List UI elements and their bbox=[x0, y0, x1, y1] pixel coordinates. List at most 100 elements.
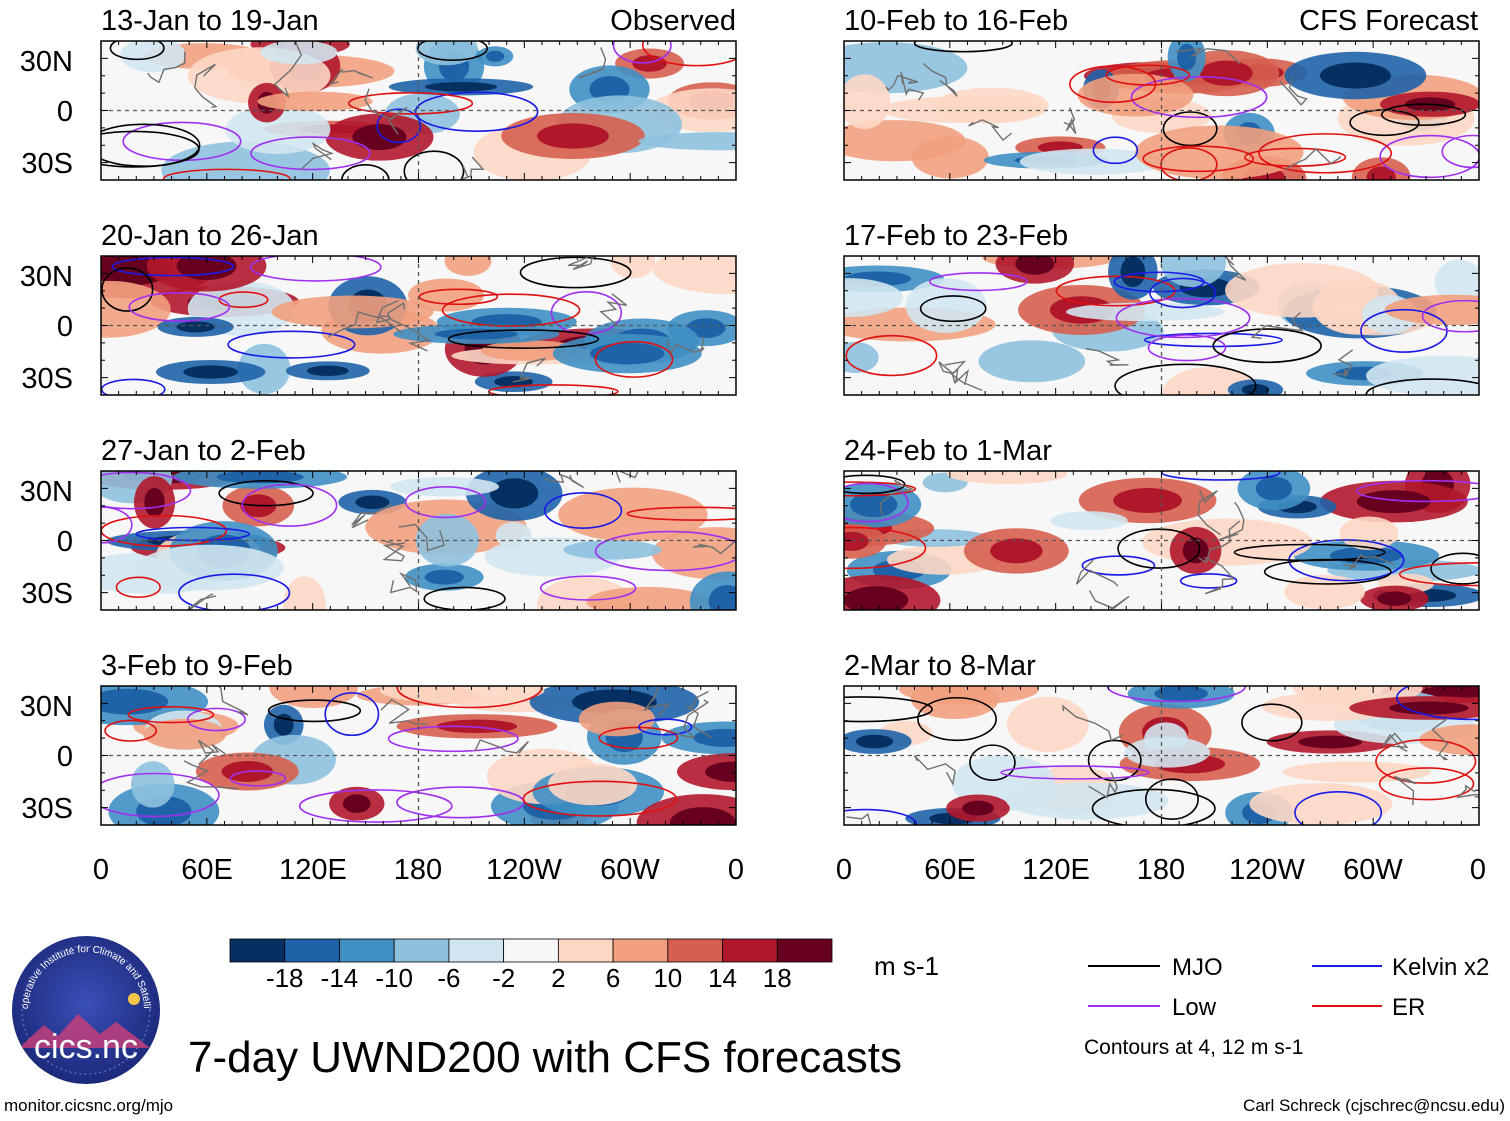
easterly-core bbox=[1319, 62, 1391, 89]
westerly-anomaly bbox=[1225, 262, 1379, 318]
coastline bbox=[351, 503, 392, 529]
x-tick-right-120w: 120W bbox=[1229, 854, 1305, 886]
colorbar-swatch bbox=[722, 938, 778, 963]
westerly-core bbox=[962, 800, 994, 816]
coastline bbox=[900, 71, 925, 101]
wave-contour bbox=[919, 295, 987, 323]
x-axis-labels-left: 0 60E 120E 180 120W 60W 0 bbox=[93, 854, 744, 886]
map-panel bbox=[100, 685, 737, 826]
colorbar-units: m s-1 bbox=[874, 951, 939, 981]
x-tick-left-120w: 120W bbox=[486, 854, 562, 886]
wave-contour bbox=[638, 718, 693, 736]
westerly-core bbox=[669, 807, 736, 825]
easterly-anomaly bbox=[1019, 148, 1168, 175]
colorbar-swatch bbox=[393, 938, 450, 963]
coastline bbox=[1456, 784, 1479, 799]
easterly-anomaly bbox=[978, 340, 1086, 383]
wave-contour bbox=[1241, 703, 1303, 742]
wave-contour bbox=[347, 92, 474, 115]
coastline bbox=[913, 755, 956, 787]
wave-contour bbox=[447, 329, 600, 349]
y-tick-30s-2: 30S bbox=[21, 363, 73, 395]
y-tick-30n-1: 30N bbox=[20, 46, 73, 78]
westerly-anomaly bbox=[1007, 696, 1089, 752]
westerly-core bbox=[144, 487, 165, 517]
easterly-core bbox=[686, 318, 726, 339]
easterly-core bbox=[1255, 476, 1293, 501]
easterly-core bbox=[355, 495, 390, 509]
wave-contour bbox=[241, 483, 338, 527]
wave-contour bbox=[1233, 543, 1386, 562]
map-panel bbox=[843, 255, 1480, 396]
coastline bbox=[512, 357, 546, 383]
westerly-anomaly bbox=[271, 295, 434, 329]
x-tick-right-180: 180 bbox=[1137, 854, 1185, 886]
coastline bbox=[666, 336, 705, 355]
x-tick-left-120e: 120E bbox=[279, 854, 347, 886]
colorbar-swatch bbox=[667, 938, 723, 963]
wave-contour bbox=[522, 780, 677, 817]
easterly-core bbox=[490, 478, 539, 509]
wave-contour bbox=[1294, 791, 1383, 825]
wave-contour bbox=[162, 168, 291, 180]
westerly-anomaly bbox=[283, 576, 326, 610]
westerly-anomaly bbox=[934, 87, 1049, 124]
wave-contour bbox=[641, 41, 736, 67]
main-title: 7-day UWND200 with CFS forecasts bbox=[188, 1033, 902, 1082]
wave-contour bbox=[844, 526, 927, 570]
wave-contour bbox=[539, 575, 637, 601]
wave-contour bbox=[376, 108, 422, 144]
wave-contour bbox=[1421, 299, 1479, 333]
easterly-core bbox=[708, 584, 736, 610]
westerly-core bbox=[176, 256, 237, 281]
wave-contour bbox=[229, 770, 287, 787]
colorbar-swatch bbox=[229, 938, 286, 963]
coastline bbox=[879, 479, 915, 516]
wave-contour bbox=[218, 291, 269, 309]
wave-contour bbox=[423, 586, 506, 610]
y-tick-eq-4: 0 bbox=[57, 741, 73, 773]
wave-contour bbox=[267, 699, 362, 723]
logo-ring bbox=[21, 945, 151, 1075]
coastline bbox=[1223, 256, 1247, 281]
westerly-core bbox=[1389, 701, 1469, 715]
easterly-anomaly bbox=[844, 341, 879, 374]
coastline bbox=[1203, 556, 1236, 595]
wave-contour bbox=[101, 267, 154, 312]
x-tick-left-60e: 60E bbox=[181, 854, 233, 886]
wave-contour bbox=[1147, 334, 1227, 362]
column-label-forecast: CFS Forecast bbox=[1299, 5, 1478, 37]
map-panel bbox=[843, 685, 1480, 826]
panel-title-obs-4: 3-Feb to 9-Feb bbox=[101, 650, 293, 682]
westerly-core bbox=[705, 761, 736, 782]
colorbar-tick-label: -2 bbox=[492, 963, 515, 993]
westerly-core bbox=[1356, 490, 1431, 514]
easterly-anomaly bbox=[1434, 259, 1479, 305]
colorbar-tick-label: 6 bbox=[606, 963, 620, 993]
wave-contour bbox=[127, 706, 215, 724]
westerly-anomaly bbox=[1384, 294, 1479, 325]
easterly-anomaly bbox=[237, 343, 291, 395]
wave-contour bbox=[1380, 103, 1467, 126]
footer-credit: Carl Schreck (cjschrec@ncsu.edu) bbox=[1243, 1096, 1505, 1115]
westerly-core bbox=[1366, 166, 1396, 180]
colorbar-tick-label: -18 bbox=[266, 963, 304, 993]
coastline bbox=[183, 760, 239, 790]
westerly-anomaly bbox=[143, 718, 227, 750]
panel-title-fc-2: 17-Feb to 23-Feb bbox=[844, 220, 1068, 252]
easterly-core bbox=[485, 50, 505, 62]
coastline bbox=[382, 540, 406, 562]
y-tick-eq-2: 0 bbox=[57, 311, 73, 343]
wave-contour bbox=[1375, 739, 1477, 784]
logo-sun-icon bbox=[128, 993, 140, 1005]
colorbar-tick-label: -6 bbox=[437, 963, 460, 993]
wave-contour bbox=[626, 506, 736, 521]
westerly-core bbox=[1298, 735, 1363, 749]
coastline bbox=[544, 473, 585, 489]
x-axis-labels-right: 0 60E 120E 180 120W 60W 0 bbox=[836, 854, 1486, 886]
wave-contour bbox=[1379, 134, 1479, 179]
wave-contour bbox=[1430, 552, 1479, 585]
coastline bbox=[1198, 520, 1241, 564]
wave-contour bbox=[404, 485, 487, 519]
